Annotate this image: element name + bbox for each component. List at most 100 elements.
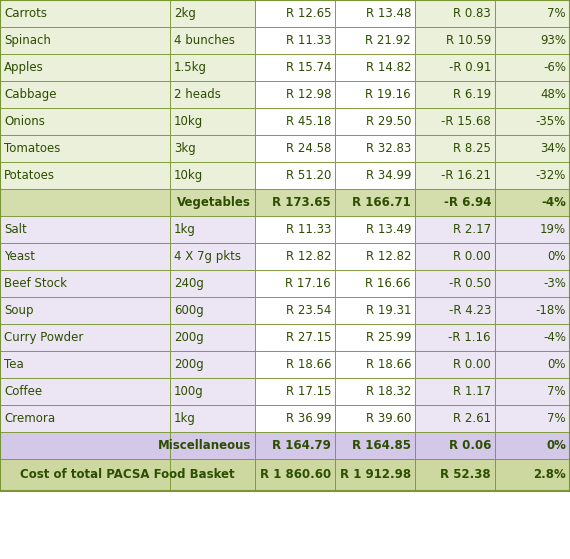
Bar <box>495 135 570 162</box>
Text: -R 15.68: -R 15.68 <box>441 115 491 128</box>
Bar <box>0 54 170 81</box>
Text: R 39.60: R 39.60 <box>365 412 411 425</box>
Text: -R 6.94: -R 6.94 <box>443 196 491 209</box>
Bar <box>0 270 170 297</box>
Bar <box>335 135 415 162</box>
Bar <box>415 243 495 270</box>
Text: 19%: 19% <box>540 223 566 236</box>
Text: R 173.65: R 173.65 <box>272 196 331 209</box>
Bar <box>0 405 170 432</box>
Bar <box>495 189 570 216</box>
Text: R 1.17: R 1.17 <box>453 385 491 398</box>
Text: R 32.83: R 32.83 <box>366 142 411 155</box>
Bar <box>170 216 255 243</box>
Bar <box>0 27 170 54</box>
Bar <box>495 216 570 243</box>
Bar <box>415 351 495 378</box>
Bar <box>495 81 570 108</box>
Bar <box>0 0 570 491</box>
Text: R 10.59: R 10.59 <box>446 34 491 47</box>
Text: R 18.66: R 18.66 <box>286 358 331 371</box>
Bar <box>170 81 255 108</box>
Text: R 17.16: R 17.16 <box>286 277 331 290</box>
Text: -R 4.23: -R 4.23 <box>449 304 491 317</box>
Text: 7%: 7% <box>547 412 566 425</box>
Bar <box>335 54 415 81</box>
Bar <box>495 324 570 351</box>
Bar <box>415 108 495 135</box>
Bar <box>170 405 255 432</box>
Bar <box>335 162 415 189</box>
Text: R 1 860.60: R 1 860.60 <box>260 468 331 481</box>
Text: R 25.99: R 25.99 <box>365 331 411 344</box>
Text: R 2.61: R 2.61 <box>453 412 491 425</box>
Bar <box>335 324 415 351</box>
Text: -R 0.91: -R 0.91 <box>449 61 491 74</box>
Bar <box>495 405 570 432</box>
Bar <box>0 432 170 459</box>
Text: R 12.82: R 12.82 <box>286 250 331 263</box>
Bar <box>255 243 335 270</box>
Bar <box>255 162 335 189</box>
Text: Carrots: Carrots <box>4 7 47 20</box>
Bar <box>170 378 255 405</box>
Text: R 15.74: R 15.74 <box>286 61 331 74</box>
Bar <box>415 378 495 405</box>
Text: 0%: 0% <box>546 439 566 452</box>
Text: R 0.00: R 0.00 <box>453 250 491 263</box>
Text: R 51.20: R 51.20 <box>286 169 331 182</box>
Text: -3%: -3% <box>543 277 566 290</box>
Text: -R 1.16: -R 1.16 <box>449 331 491 344</box>
Text: R 11.33: R 11.33 <box>286 223 331 236</box>
Text: R 19.16: R 19.16 <box>365 88 411 101</box>
Text: Tea: Tea <box>4 358 24 371</box>
Bar <box>0 135 170 162</box>
Text: 3kg: 3kg <box>174 142 196 155</box>
Bar <box>335 189 415 216</box>
Bar <box>170 459 255 491</box>
Bar <box>255 432 335 459</box>
Text: Coffee: Coffee <box>4 385 42 398</box>
Text: Apples: Apples <box>4 61 44 74</box>
Text: R 16.66: R 16.66 <box>365 277 411 290</box>
Text: 1kg: 1kg <box>174 223 196 236</box>
Bar <box>0 351 170 378</box>
Text: R 18.66: R 18.66 <box>365 358 411 371</box>
Bar <box>0 324 170 351</box>
Text: Spinach: Spinach <box>4 34 51 47</box>
Text: -4%: -4% <box>541 196 566 209</box>
Text: 10kg: 10kg <box>174 115 203 128</box>
Bar <box>415 324 495 351</box>
Bar <box>0 162 170 189</box>
Bar <box>0 297 170 324</box>
Bar <box>335 405 415 432</box>
Text: R 21.92: R 21.92 <box>365 34 411 47</box>
Bar <box>335 270 415 297</box>
Bar <box>255 324 335 351</box>
Text: 600g: 600g <box>174 304 203 317</box>
Text: R 13.48: R 13.48 <box>365 7 411 20</box>
Text: 0%: 0% <box>548 250 566 263</box>
Bar <box>255 270 335 297</box>
Text: Cabbage: Cabbage <box>4 88 56 101</box>
Bar <box>0 216 170 243</box>
Bar <box>170 351 255 378</box>
Text: Salt: Salt <box>4 223 27 236</box>
Text: R 13.49: R 13.49 <box>365 223 411 236</box>
Bar <box>415 432 495 459</box>
Text: 7%: 7% <box>547 7 566 20</box>
Text: Cremora: Cremora <box>4 412 55 425</box>
Text: 200g: 200g <box>174 331 203 344</box>
Bar <box>415 297 495 324</box>
Bar <box>170 135 255 162</box>
Bar <box>495 459 570 491</box>
Bar <box>495 432 570 459</box>
Text: R 11.33: R 11.33 <box>286 34 331 47</box>
Text: 100g: 100g <box>174 385 203 398</box>
Text: -R 0.50: -R 0.50 <box>449 277 491 290</box>
Bar <box>170 162 255 189</box>
Bar <box>170 108 255 135</box>
Bar <box>415 405 495 432</box>
Bar <box>170 27 255 54</box>
Bar <box>255 27 335 54</box>
